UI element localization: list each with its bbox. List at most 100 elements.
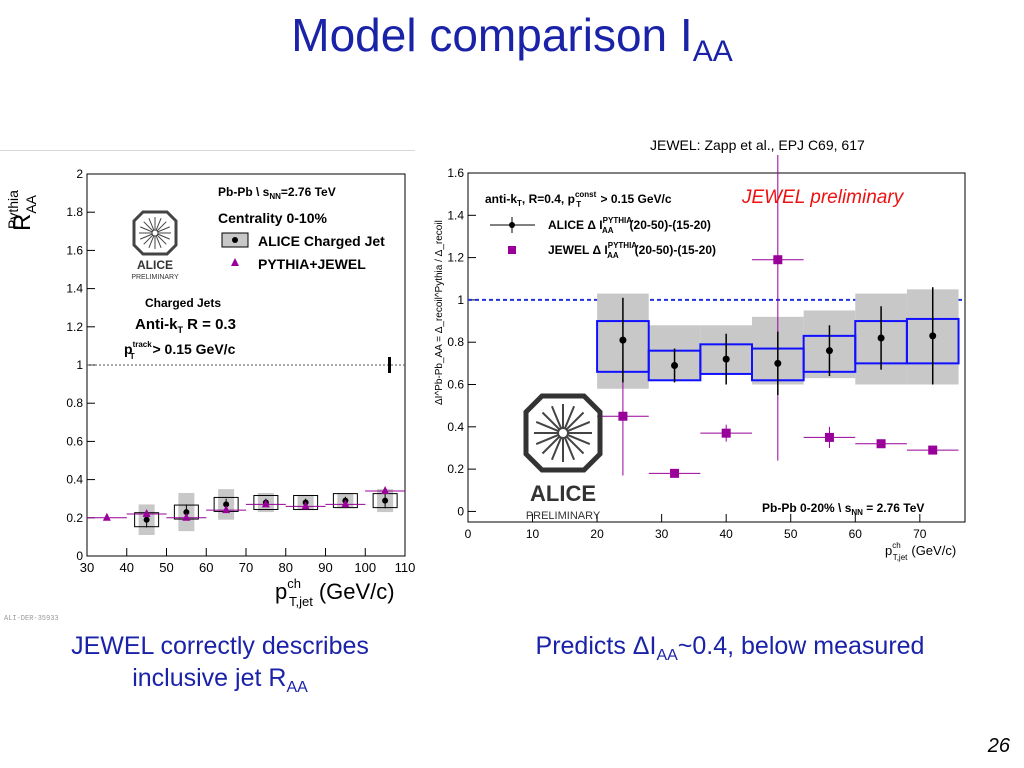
right-header: anti-kT, R=0.4, pconst T > 0.15 GeV/c (485, 190, 672, 209)
right-legend-jewel-text: JEWEL Δ I (548, 243, 608, 257)
left-marker-bar (388, 357, 391, 373)
right-legend-alice-marker (509, 222, 515, 228)
right-jewel-point (618, 411, 628, 421)
caption-right-main1: Predicts ΔI (535, 632, 657, 660)
left-xlabel-sub: T,jet (289, 594, 313, 609)
right-alice-point (825, 347, 833, 355)
right-delta-iaa-chart: 0 10 20 30 40 50 60 70 0 0.2 0.4 0.6 0.8 1 1.2 1.4 1.6 Δ… (420, 58, 970, 575)
logo-ray (143, 221, 154, 232)
caption-left: JEWEL correctly describes inclusive jet … (30, 630, 410, 704)
left-ylabel-main: R (9, 214, 36, 231)
left-legend-centrality: Centrality 0-10% (218, 210, 327, 226)
left-jewel-point (301, 501, 310, 510)
left-legend-system: Pb-Pb \ sNN=2.76 TeV (218, 185, 336, 201)
caption-left-line2-main: inclusive jet R (132, 664, 287, 692)
right-xlabel-sub: T,jet (893, 553, 908, 562)
logo-ray (140, 233, 153, 240)
left-legend-system-sub: NN (269, 192, 281, 201)
left-legend-system-energy: =2.76 TeV (281, 185, 336, 199)
left-alice-logo: ALICE PRELIMINARY (131, 210, 179, 281)
left-legend-alice-marker (232, 237, 238, 243)
reference-text: JEWEL: Zapp et al., EPJ C69, 617 (650, 137, 865, 153)
right-ytick-label: 1.2 (447, 251, 464, 265)
right-frame (467, 172, 966, 523)
logo-rays-icon (139, 217, 171, 249)
right-xtick-label: 20 (590, 527, 604, 541)
right-header-sub: T (517, 199, 522, 208)
left-logo-subtitle: PRELIMINARY (131, 274, 179, 281)
left-ylabel-sub: AA (23, 194, 39, 213)
logo-ray (157, 233, 170, 240)
left-logo-name: ALICE (137, 258, 173, 272)
right-system-sub: NN (851, 508, 863, 517)
left-xtick-label: 110 (395, 560, 415, 575)
left-raa-chart: 30 40 50 60 70 80 90 100 110 0 0.2 0.4 0.6 0.8 1 1.2 1.4… (0, 151, 415, 621)
left-chart-background (0, 151, 415, 621)
left-xtick-label: 90 (318, 560, 332, 575)
right-xtick-label: 10 (526, 527, 540, 541)
logo-ray (156, 221, 167, 232)
left-jewel-point (182, 512, 191, 521)
right-jewel-point (721, 428, 731, 438)
right-legend-alice-range: (20-50)-(15-20) (630, 218, 711, 232)
right-jewel-point (670, 468, 680, 478)
left-ytick-label: 0 (76, 549, 83, 563)
right-header-main: anti-k (485, 192, 517, 206)
caption-left-line2-sub: AA (286, 679, 308, 696)
left-legend-alice: ALICE Charged Jet (258, 233, 385, 249)
logo-ray (157, 226, 170, 233)
right-header-sub2: T (576, 200, 581, 209)
right-xtick-label: 70 (913, 527, 927, 541)
right-xlabel-main: p (885, 543, 892, 558)
right-header-end: > 0.15 GeV/c (597, 192, 672, 206)
logo-ray (565, 435, 585, 455)
slide-title-main: Model comparison I (291, 9, 693, 61)
left-xtick-label: 100 (354, 560, 376, 575)
left-alice-point (183, 509, 190, 516)
left-pt-sup: track (133, 340, 153, 349)
logo-ray (563, 437, 576, 461)
left-antikt-main: Anti-k (135, 316, 178, 333)
right-system-text: Pb-Pb 0-20% \ s (762, 501, 852, 515)
logo-ray (550, 437, 563, 461)
right-logo-subtitle: PRELIMINARY (526, 510, 601, 522)
left-alice-box (253, 495, 279, 511)
left-xtick-label: 30 (80, 560, 94, 575)
right-ytick-label: 0 (457, 504, 464, 518)
right-legend-jewel-sup: PYTHIA (608, 241, 638, 250)
left-ylabel-sup: Pythia (5, 190, 21, 229)
right-legend-alice-text: ALICE Δ I (548, 218, 603, 232)
left-plot-panel: 30 40 50 60 70 80 90 100 110 0 0.2 0.4 0.6 0.8 1 1.2 1.4… (0, 150, 415, 621)
right-ytick-label: 0.4 (447, 420, 464, 434)
left-pt-val: > 0.15 GeV/c (149, 341, 236, 357)
left-text-pt: ptrack T > 0.15 GeV/c (124, 340, 236, 361)
right-ytick-label: 1 (457, 293, 464, 307)
left-ytick-label: 0.2 (66, 511, 83, 525)
left-chart-plot-area: 30 40 50 60 70 80 90 100 110 0 0.2 0.4 0.6 0.8 1 1.2 1.4… (66, 167, 415, 575)
left-ytick-label: 0.6 (66, 434, 83, 448)
left-ytick-label: 2 (76, 167, 83, 181)
right-jewel-point (773, 255, 783, 265)
right-alice-point (774, 359, 782, 367)
left-ytick-label: 0.8 (66, 396, 83, 410)
left-xtick-label: 70 (239, 560, 253, 575)
right-legend-alice-sup: PYTHIA (603, 216, 633, 225)
right-xlabel: pch T,jet (GeV/c) (885, 541, 956, 562)
left-xtick-label: 60 (199, 560, 213, 575)
right-xtick-label: 50 (784, 527, 798, 541)
right-legend: anti-kT, R=0.4, pconst T > 0.15 GeV/c ALI… (485, 190, 924, 517)
right-plot-panel: 0 10 20 30 40 50 60 70 0 0.2 0.4 0.6 0.8 1 1.2 1.4 1.6 Δ… (420, 58, 970, 575)
left-alice-point (382, 497, 389, 504)
logo-rays-icon (534, 404, 592, 462)
right-legend-jewel-sub: AA (607, 251, 619, 260)
right-ylabel: ΔI^Pb-Pb_AA = Δ_recoil^Pythia / Δ_recoil (434, 220, 445, 405)
right-alice-point (671, 361, 679, 369)
left-ylabel: RAA (9, 194, 39, 231)
caption-right: Predicts ΔIAA~0.4, below measured (480, 630, 980, 672)
logo-ray (563, 405, 576, 429)
right-ytick-label: 1.6 (447, 166, 464, 180)
left-jewel-point (142, 508, 151, 517)
left-xlabel: pch T,jet (GeV/c) (275, 576, 395, 609)
left-alice-box (293, 495, 319, 511)
caption-right-sub: AA (656, 647, 678, 664)
